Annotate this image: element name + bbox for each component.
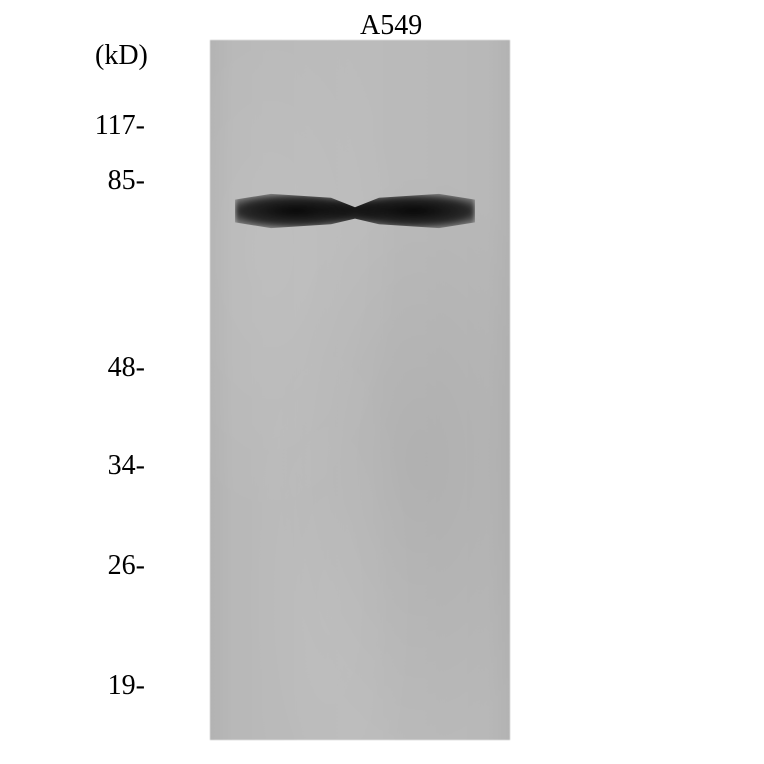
sample-label: A549 [360,10,422,42]
marker-117: 117- [60,110,145,142]
marker-19: 19- [60,670,145,702]
marker-34: 34- [60,450,145,482]
marker-26: 26- [60,550,145,582]
western-blot-figure: A549 (kD) 117- 85- 48- 34- 26- 19- [60,10,700,740]
blot-lane [210,40,510,740]
unit-label: (kD) [95,40,148,72]
marker-48: 48- [60,352,145,384]
marker-85: 85- [60,165,145,197]
